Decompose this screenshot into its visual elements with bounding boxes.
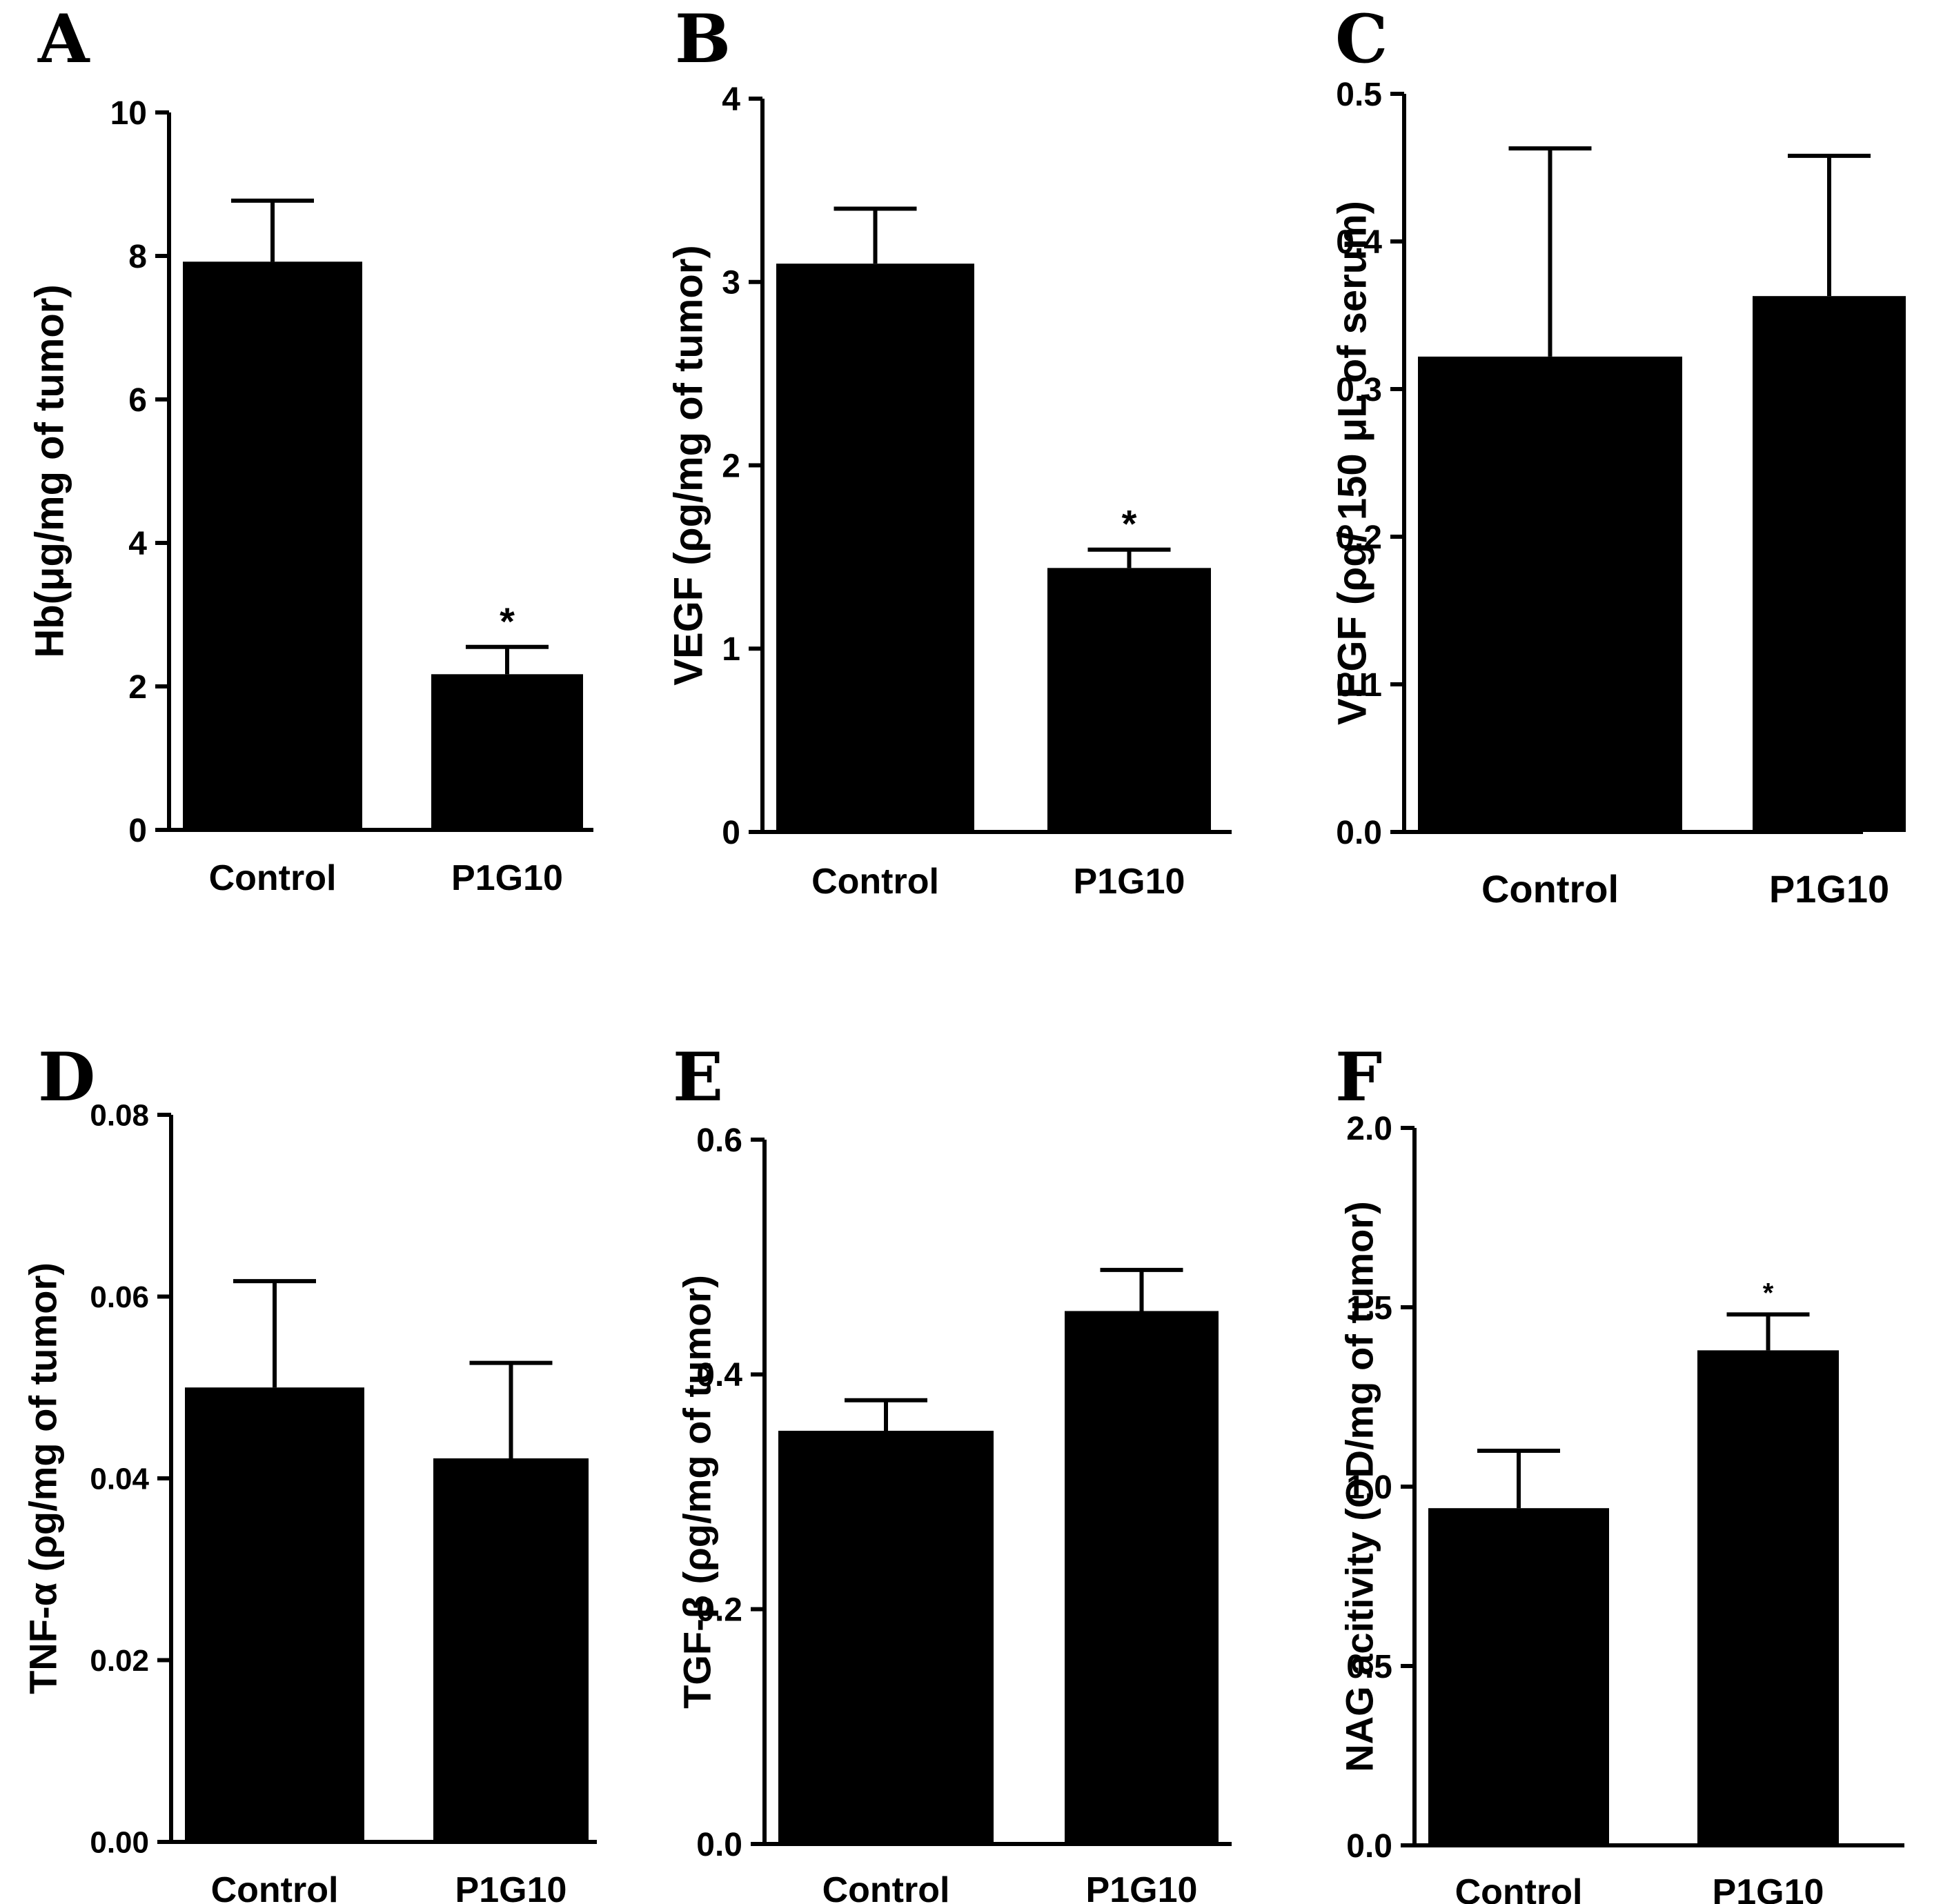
y-tick-label: 0.0 [696, 1827, 742, 1863]
x-category-label: Control [1455, 1872, 1583, 1904]
y-tick-label: 0.00 [90, 1825, 149, 1859]
bar-control [776, 264, 974, 832]
bar-control [778, 1431, 994, 1844]
y-tick-label: 0 [128, 813, 147, 849]
y-tick-label: 0.3 [1336, 372, 1382, 408]
panel-letter: C [1335, 0, 1388, 78]
panel-letter: A [37, 0, 90, 78]
y-tick-label: 0.2 [696, 1591, 742, 1628]
panel-letter: F [1335, 1038, 1382, 1116]
significance-marker: * [500, 599, 515, 643]
x-category-label: Control [209, 858, 337, 898]
x-category-label: P1G10 [451, 858, 563, 898]
x-category-label: Control [822, 1870, 950, 1904]
y-tick-label: 0.5 [1336, 77, 1382, 113]
y-tick-label: 4 [722, 81, 740, 118]
y-axis-label: VEGF (ρg/mg of tumor) [667, 245, 711, 685]
bar-p1g10 [1047, 568, 1211, 832]
y-tick-label: 0.4 [696, 1357, 742, 1394]
y-tick-label: 2 [722, 448, 740, 484]
panel-d: D 0.00 0.02 0.04 0.06 0.08 TNF-α (ρg/mg of tum… [21, 1038, 597, 1904]
y-tick-label: 0.6 [696, 1122, 742, 1159]
y-tick-label: 1 [722, 631, 740, 668]
bar-p1g10 [431, 674, 583, 830]
y-tick-label: 3 [722, 265, 740, 301]
panel-a: A 0 2 4 6 8 10 Hb(μg/mg of tumor) Control P1G10 * [28, 0, 593, 898]
y-tick-label: 4 [128, 526, 147, 562]
x-category-label: P1G10 [455, 1870, 567, 1904]
panel-letter: D [38, 1038, 95, 1116]
x-category-label: Control [211, 1870, 339, 1904]
x-category-label: P1G10 [1713, 1872, 1824, 1904]
panel-c: C 0.0 0.1 0.2 0.3 0.4 0.5 VEGF (ρg/ 150 μL of s… [1330, 0, 1906, 911]
y-tick-label: 0.02 [90, 1644, 149, 1678]
y-tick-label: 0.5 [1346, 1649, 1392, 1685]
y-tick-label: 1.0 [1346, 1469, 1392, 1506]
y-axis-label: Hb(μg/mg of tumor) [28, 284, 72, 657]
y-tick-label: 10 [110, 95, 147, 132]
y-tick-label: 6 [128, 382, 147, 419]
bar-p1g10 [1065, 1311, 1219, 1844]
bar-control [185, 1387, 364, 1842]
bar-control [183, 261, 362, 830]
y-axis-label: VEGF (ρg/ 150 μL of serum) [1330, 201, 1375, 725]
x-category-label: P1G10 [1074, 862, 1185, 902]
x-category-label: P1G10 [1769, 867, 1889, 911]
panel-letter: E [673, 1038, 723, 1116]
bar-control [1428, 1508, 1609, 1845]
y-tick-label: 8 [128, 239, 147, 275]
bar-control [1418, 356, 1682, 832]
x-category-label: P1G10 [1086, 1870, 1198, 1904]
y-tick-label: 0.0 [1346, 1828, 1392, 1865]
panel-b: B 0 1 2 3 4 VEGF (ρg/mg of tumor) Control P1G10 * [667, 0, 1232, 902]
y-tick-label: 2 [128, 669, 147, 706]
x-category-label: Control [1481, 867, 1619, 911]
y-tick-label: 0.06 [90, 1280, 149, 1314]
y-axis-label: TGF-β (ρg/mg of tumor) [676, 1275, 719, 1709]
bar-p1g10 [433, 1458, 589, 1842]
y-tick-label: 0.0 [1336, 815, 1382, 851]
y-axis-label: TNF-α (ρg/mg of tumor) [21, 1262, 65, 1694]
y-tick-label: 0.4 [1336, 224, 1382, 261]
panel-letter: B [675, 0, 731, 78]
y-tick-label: 1.5 [1346, 1290, 1392, 1327]
y-tick-label: 0.04 [90, 1462, 149, 1496]
bar-p1g10 [1697, 1350, 1839, 1845]
y-tick-label: 2.0 [1346, 1111, 1392, 1147]
panel-e: E 0.0 0.2 0.4 0.6 TGF-β (ρg/mg of tumor) Contr… [673, 1038, 1232, 1904]
y-tick-label: 0 [722, 815, 740, 851]
bar-p1g10 [1753, 296, 1906, 832]
y-tick-label: 0.08 [90, 1098, 149, 1132]
y-tick-label: 0.2 [1336, 519, 1382, 556]
x-category-label: Control [811, 862, 939, 902]
significance-marker: * [1122, 502, 1137, 546]
panel-f: F 0.0 0.5 1.0 1.5 2.0 NAG acitivity (OD/mg of … [1335, 1038, 1904, 1904]
significance-marker: * [1763, 1278, 1774, 1308]
y-axis-label: NAG acitivity (OD/mg of tumor) [1338, 1201, 1381, 1772]
y-tick-label: 0.1 [1336, 667, 1382, 704]
